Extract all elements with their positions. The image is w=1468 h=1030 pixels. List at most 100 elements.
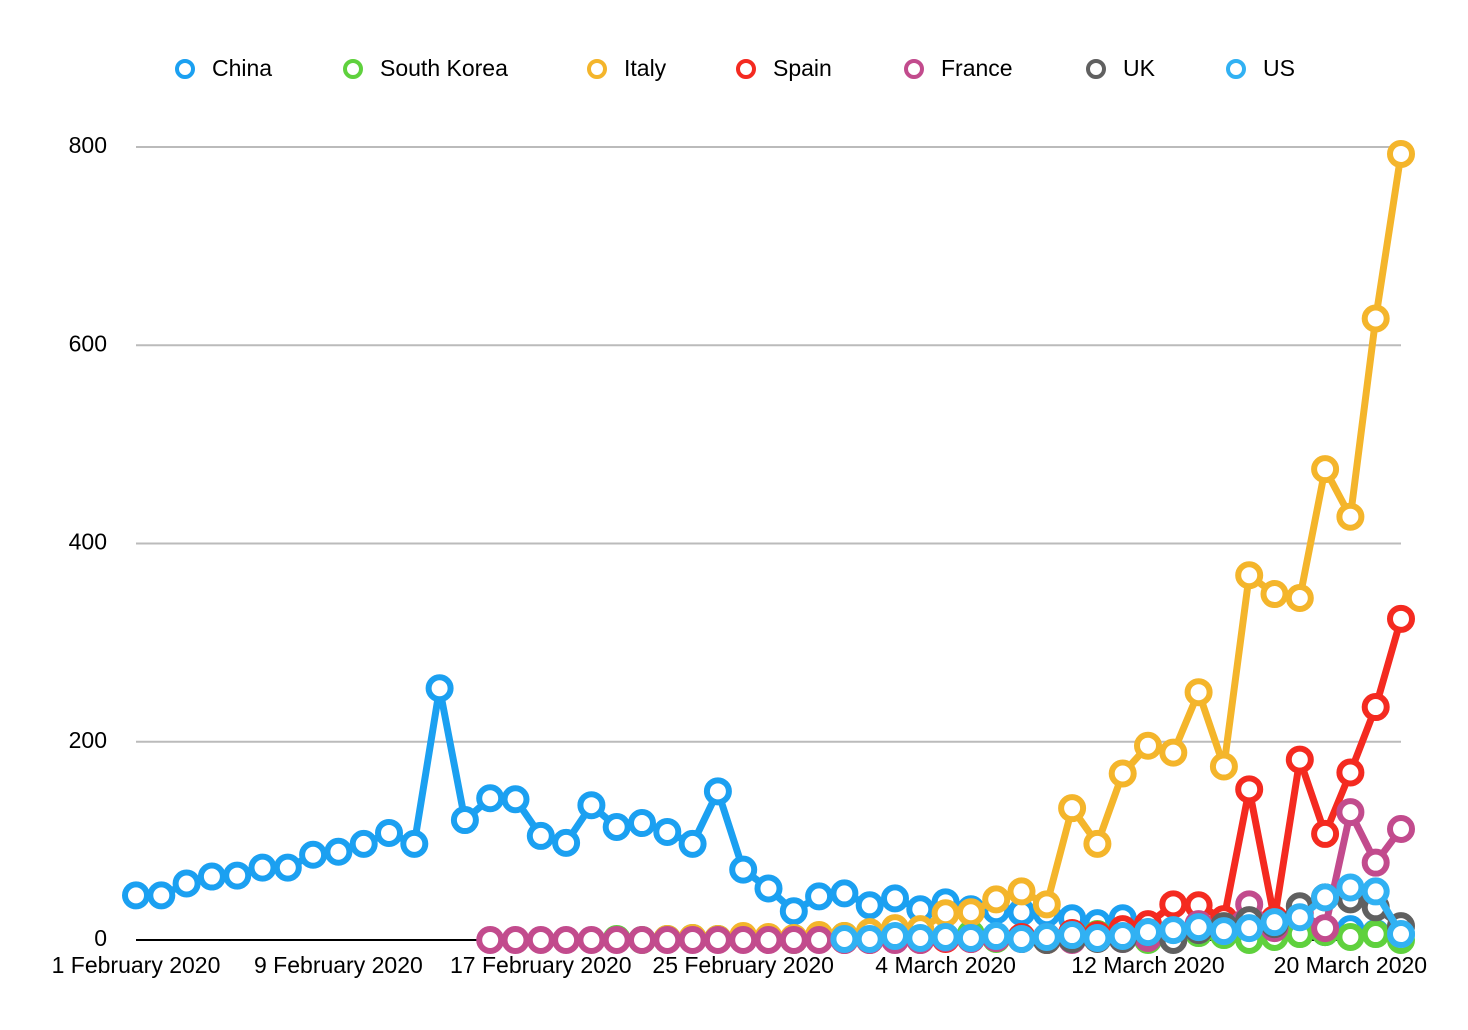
data-point bbox=[1159, 738, 1188, 767]
data-point bbox=[1209, 917, 1238, 946]
data-point bbox=[1007, 877, 1036, 906]
data-point bbox=[1311, 455, 1340, 484]
data-point bbox=[628, 926, 656, 954]
data-point bbox=[577, 791, 606, 820]
data-point bbox=[1387, 604, 1415, 633]
data-point bbox=[197, 862, 226, 891]
y-tick-label: 200 bbox=[69, 727, 107, 753]
data-point bbox=[1336, 798, 1365, 827]
data-point bbox=[1260, 908, 1289, 937]
legend-label: Spain bbox=[773, 55, 832, 81]
legend-label: Italy bbox=[624, 55, 667, 81]
data-point bbox=[1083, 924, 1112, 953]
legend-marker bbox=[736, 59, 756, 79]
data-point bbox=[602, 812, 631, 841]
x-tick-label: 9 February 2020 bbox=[254, 952, 423, 978]
data-point bbox=[1387, 814, 1415, 843]
legend-label: South Korea bbox=[380, 55, 508, 81]
data-point bbox=[1336, 873, 1365, 902]
data-point bbox=[501, 785, 530, 814]
data-point bbox=[526, 821, 555, 850]
data-point bbox=[855, 891, 884, 920]
legend-label: UK bbox=[1123, 55, 1156, 81]
data-point bbox=[729, 926, 758, 954]
data-point bbox=[1361, 848, 1390, 877]
data-point bbox=[1108, 922, 1137, 951]
data-point bbox=[501, 926, 530, 954]
legend-label: China bbox=[212, 55, 272, 81]
data-point bbox=[223, 861, 252, 890]
data-point bbox=[450, 806, 479, 835]
data-point bbox=[147, 881, 176, 910]
data-point bbox=[1285, 584, 1314, 613]
data-point bbox=[1184, 913, 1213, 942]
data-point bbox=[881, 922, 909, 951]
data-point bbox=[1361, 877, 1390, 906]
legend-marker bbox=[343, 59, 363, 79]
data-point bbox=[248, 853, 277, 882]
data-point bbox=[1235, 775, 1264, 804]
data-point bbox=[956, 898, 985, 927]
data-point bbox=[881, 884, 909, 913]
data-point bbox=[1235, 914, 1264, 943]
data-point bbox=[1361, 304, 1390, 333]
legend-marker bbox=[1086, 59, 1106, 79]
data-point bbox=[1285, 903, 1314, 932]
data-point bbox=[754, 874, 783, 903]
data-point bbox=[830, 879, 859, 908]
data-point bbox=[349, 829, 378, 858]
data-point bbox=[122, 881, 150, 910]
data-point bbox=[172, 869, 201, 898]
data-point bbox=[1058, 794, 1087, 823]
data-point bbox=[273, 853, 302, 882]
data-point bbox=[1083, 829, 1112, 858]
data-point bbox=[1235, 561, 1264, 590]
data-point bbox=[1336, 923, 1365, 952]
data-point bbox=[552, 926, 581, 954]
data-point bbox=[1387, 920, 1415, 949]
data-point bbox=[1361, 693, 1390, 722]
data-point bbox=[931, 899, 960, 928]
data-point bbox=[1159, 890, 1188, 919]
data-point bbox=[678, 926, 707, 954]
data-point bbox=[1387, 139, 1415, 168]
data-point bbox=[1260, 580, 1289, 609]
data-point bbox=[855, 925, 884, 954]
data-point bbox=[805, 926, 834, 954]
y-tick-label: 400 bbox=[69, 529, 107, 555]
legend-marker bbox=[904, 59, 924, 79]
legend-marker bbox=[175, 59, 195, 79]
data-point bbox=[602, 926, 631, 954]
x-tick-label: 20 March 2020 bbox=[1274, 952, 1427, 978]
data-point bbox=[425, 674, 454, 703]
data-point bbox=[375, 818, 403, 847]
data-point bbox=[1134, 918, 1162, 947]
y-tick-label: 800 bbox=[69, 132, 107, 158]
y-tick-label: 0 bbox=[94, 925, 107, 951]
data-point bbox=[754, 926, 783, 954]
data-point bbox=[653, 926, 682, 954]
data-point bbox=[703, 777, 732, 806]
data-point bbox=[678, 829, 707, 858]
data-point bbox=[1311, 883, 1340, 912]
x-tick-label: 25 February 2020 bbox=[652, 952, 834, 978]
data-point bbox=[400, 829, 429, 858]
data-point bbox=[526, 926, 555, 954]
data-point bbox=[1159, 916, 1188, 945]
data-point bbox=[1285, 745, 1314, 774]
data-point bbox=[779, 926, 808, 954]
y-tick-label: 600 bbox=[69, 330, 107, 356]
data-point bbox=[1032, 890, 1061, 919]
data-point bbox=[703, 926, 732, 954]
legend-label: US bbox=[1263, 55, 1295, 81]
data-point bbox=[1361, 920, 1390, 949]
data-point bbox=[653, 817, 682, 846]
data-point bbox=[476, 784, 505, 813]
data-point bbox=[1007, 925, 1036, 954]
data-point bbox=[1184, 678, 1213, 707]
data-point bbox=[1032, 923, 1061, 952]
data-point bbox=[324, 837, 353, 866]
data-point bbox=[830, 925, 859, 954]
data-point bbox=[1108, 759, 1137, 788]
